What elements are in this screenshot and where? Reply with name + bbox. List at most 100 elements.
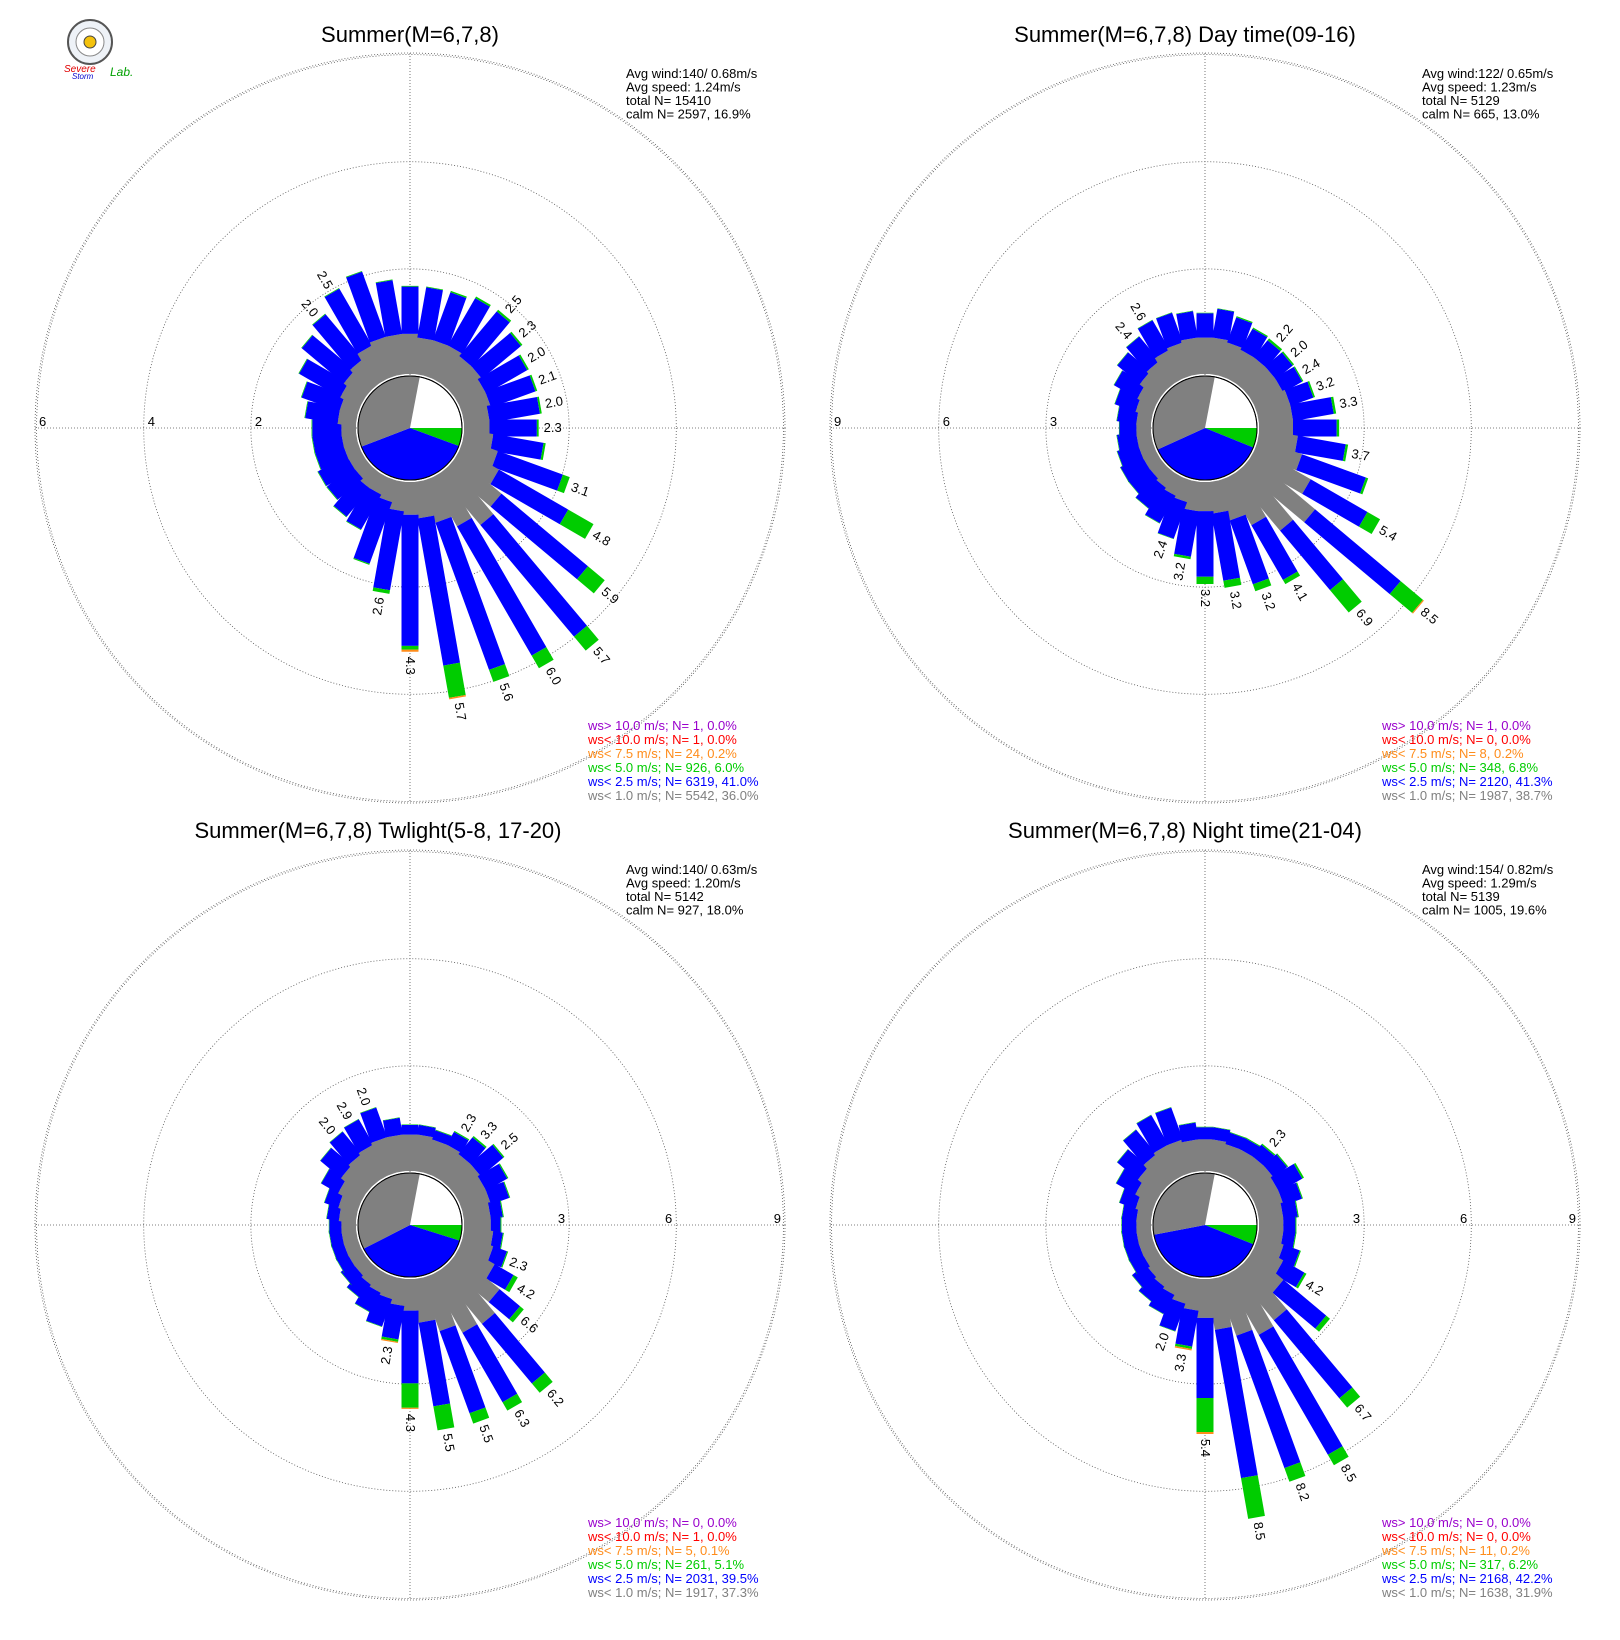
bar-190-blue <box>1175 1307 1199 1347</box>
tick-label: 9 <box>834 414 841 429</box>
legend-entry: ws< 5.0 m/s; N= 317, 6.2% <box>1381 1557 1539 1572</box>
bar-240-green <box>335 1257 345 1273</box>
bar-260-blue <box>312 431 344 454</box>
bar-290-green <box>300 381 308 398</box>
bar-value-label: 3.2 <box>1170 561 1188 581</box>
bar-300-green <box>320 1168 330 1184</box>
bar-20-gray <box>1215 342 1244 381</box>
bar-50-blue <box>471 332 522 379</box>
bar-130-green <box>1389 581 1423 613</box>
bar-20-blue <box>432 1130 452 1146</box>
bar-170-blue <box>1211 510 1241 581</box>
bar-140-gray <box>438 1260 495 1324</box>
bar-210-green <box>346 520 362 531</box>
bar-300-green <box>1113 370 1123 386</box>
bar-60-green <box>518 354 529 371</box>
bar-30-blue <box>447 298 490 354</box>
bar-value-label: 6.6 <box>518 1313 541 1336</box>
bar-170-green <box>433 1403 455 1431</box>
bar-20-gray <box>420 1139 449 1178</box>
bar-320-green <box>1126 336 1140 348</box>
bar-350-gray <box>385 333 409 377</box>
bar-140-blue <box>1273 1309 1353 1399</box>
bar-100-green <box>499 1232 504 1250</box>
bar-310-green <box>1116 352 1129 366</box>
bar-40-green <box>496 309 512 323</box>
bar-300-blue <box>1116 1168 1144 1195</box>
bar-200-blue <box>366 1293 393 1327</box>
bar-40-green <box>1261 1143 1276 1156</box>
bar-340-blue <box>1155 1107 1183 1146</box>
grid-ring <box>36 851 784 1599</box>
bar-130-gray <box>445 1253 500 1303</box>
bar-70-blue <box>485 1181 510 1205</box>
bar-value-label: 2.3 <box>508 1254 530 1274</box>
bar-190-green <box>1175 1343 1193 1350</box>
bar-30-blue <box>446 1131 469 1154</box>
bar-220-green <box>1138 1290 1152 1302</box>
bar-260-blue <box>1116 431 1139 452</box>
bar-150-green <box>1327 1446 1349 1466</box>
legend-entry: ws< 5.0 m/s; N= 348, 6.8% <box>1381 760 1539 775</box>
bar-80-green <box>499 1200 504 1218</box>
bar-value-label: 2.0 <box>354 1086 374 1108</box>
bar-310-gray <box>343 370 375 400</box>
bar-40-gray <box>1233 356 1267 393</box>
stat-line: Avg wind:154/ 0.82m/s <box>1422 862 1554 877</box>
bar-value-label: 2.4 <box>1112 319 1135 342</box>
bar-110-green <box>1293 1250 1301 1267</box>
tick-label: 6 <box>943 414 950 429</box>
bar-130-gray <box>1240 1253 1284 1293</box>
stat-line: calm N= 2597, 16.9% <box>626 107 751 122</box>
bar-210-green <box>1144 514 1160 524</box>
bar-330-green <box>1136 1114 1152 1124</box>
tick-label: 6 <box>665 1211 672 1226</box>
legend-entry: ws< 10.0 m/s; N= 0, 0.0% <box>1381 1529 1531 1544</box>
bar-90-green <box>500 1216 502 1234</box>
bar-90-green <box>1336 419 1340 437</box>
bar-340-green <box>345 270 363 278</box>
bar-30-green <box>1245 1137 1261 1147</box>
bar-60-blue <box>1270 1163 1303 1193</box>
bar-260-green <box>311 436 316 454</box>
bar-50-green <box>510 331 523 346</box>
bar-180-orange <box>401 649 419 652</box>
bar-190-green <box>1173 553 1191 560</box>
bar-110-blue <box>487 1246 508 1268</box>
tick-label: 3 <box>558 1211 565 1226</box>
bar-value-label: 4.2 <box>514 1280 537 1302</box>
bar-value-label: 5.9 <box>599 584 622 607</box>
bar-190-blue <box>373 508 404 591</box>
bar-value-label: 4.8 <box>590 527 613 549</box>
bar-value-label: 4.1 <box>1289 580 1311 603</box>
tick-label: 3 <box>1353 1211 1360 1226</box>
bar-value-label: 2.4 <box>1150 538 1170 560</box>
bar-value-label: 5.6 <box>496 681 516 703</box>
bar-300-green <box>1115 1168 1125 1184</box>
bar-value-label: 2.2 <box>1273 321 1296 344</box>
calm-pie-blue <box>363 1225 460 1277</box>
bar-220-blue <box>1135 476 1166 509</box>
legend-entry: ws< 1.0 m/s; N= 1917, 37.3% <box>587 1585 759 1600</box>
bar-250-green <box>1116 450 1123 468</box>
bar-40-gray <box>1233 1155 1265 1190</box>
bar-240-blue <box>317 454 355 487</box>
bar-40-green <box>472 1135 487 1149</box>
bar-140-green <box>1339 1387 1361 1408</box>
bar-value-label: 2.3 <box>516 317 539 340</box>
bar-value-label: 5.4 <box>1198 1439 1213 1457</box>
bar-70-blue <box>1277 1182 1303 1206</box>
calm-pie-gray <box>357 1173 420 1249</box>
calm-circle-outline <box>357 1172 463 1278</box>
bar-50-green <box>1281 351 1295 366</box>
stat-line: total N= 5129 <box>1422 93 1500 108</box>
bar-160-blue <box>439 1325 486 1414</box>
bar-110-blue <box>492 450 563 491</box>
bar-150-gray <box>1224 470 1267 526</box>
bar-90-blue <box>490 1216 501 1234</box>
bar-280-green <box>1121 1202 1125 1219</box>
bar-310-blue <box>320 1147 352 1179</box>
bar-350-green <box>1176 310 1194 315</box>
grid-ring-outer <box>34 52 786 804</box>
bar-120-blue <box>490 469 569 525</box>
